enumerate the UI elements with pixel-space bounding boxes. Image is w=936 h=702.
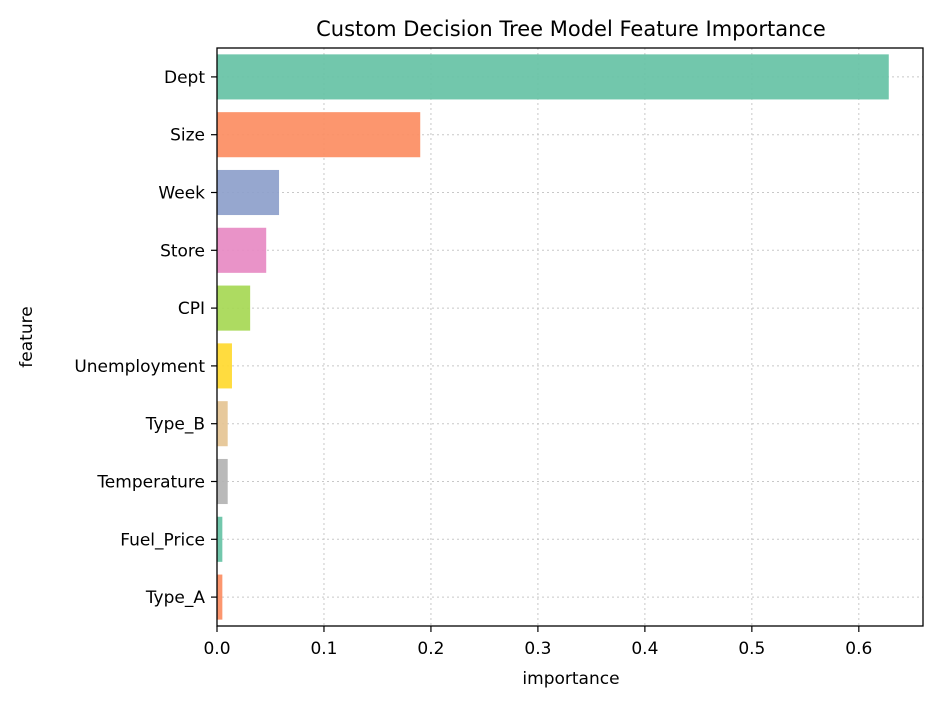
y-tick-label: Type_B: [145, 415, 205, 435]
y-tick-label: Dept: [164, 68, 205, 88]
bar-cpi: [217, 285, 251, 331]
y-tick-label: Type_A: [145, 588, 206, 608]
y-tick-label: Size: [170, 126, 205, 146]
x-axis-ticks: 0.0 0.1 0.2 0.3 0.4 0.5 0.6: [203, 626, 872, 659]
y-axis-title: feature: [17, 306, 37, 367]
x-tick-label: 0.4: [631, 639, 658, 659]
bar-fuel-price: [217, 516, 223, 562]
y-tick-label: Unemployment: [74, 357, 205, 377]
y-tick-label: Week: [158, 184, 205, 204]
x-tick-label: 0.2: [417, 639, 444, 659]
x-tick-label: 0.5: [738, 639, 765, 659]
bar-unemployment: [217, 343, 232, 389]
bar-store: [217, 227, 267, 273]
x-tick-label: 0.0: [203, 639, 230, 659]
x-axis-title: importance: [522, 669, 619, 689]
x-tick-label: 0.3: [524, 639, 551, 659]
bar-size: [217, 112, 421, 158]
bar-week: [217, 169, 280, 216]
chart-title: Custom Decision Tree Model Feature Impor…: [316, 17, 826, 41]
y-tick-label: Temperature: [96, 473, 205, 493]
x-tick-label: 0.6: [845, 639, 872, 659]
y-axis-ticks: Dept Size Week Store CPI Unemployment Type_B Te…: [74, 68, 217, 608]
bars: [217, 54, 889, 620]
bar-type-a: [217, 574, 223, 620]
y-tick-label: Store: [160, 241, 205, 261]
x-tick-label: 0.1: [310, 639, 337, 659]
bar-dept: [217, 54, 889, 100]
bar-temperature: [217, 458, 228, 505]
y-tick-label: Fuel_Price: [120, 530, 205, 550]
bar-type-b: [217, 401, 228, 447]
y-tick-label: CPI: [178, 299, 205, 319]
plot-frame: [216, 47, 924, 627]
